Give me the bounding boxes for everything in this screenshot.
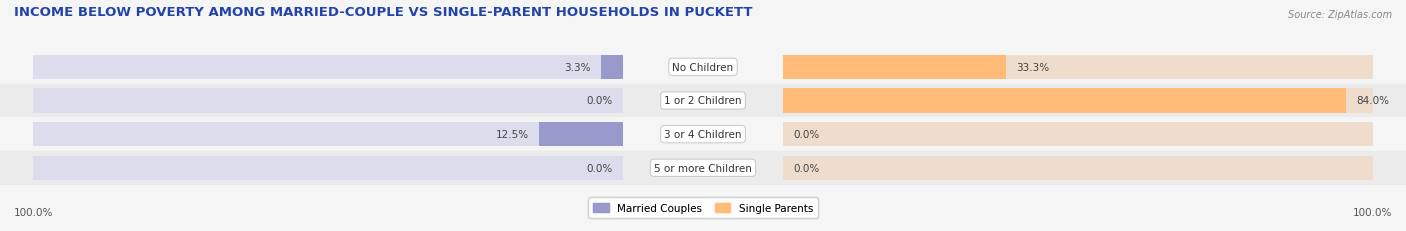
Text: 0.0%: 0.0% [793, 130, 820, 140]
Text: 100.0%: 100.0% [1353, 207, 1392, 218]
Text: 0.0%: 0.0% [793, 163, 820, 173]
Text: 0.0%: 0.0% [586, 96, 613, 106]
Text: 100.0%: 100.0% [14, 207, 53, 218]
Bar [538, 122, 623, 147]
Bar [783, 122, 1372, 147]
Text: 1 or 2 Children: 1 or 2 Children [664, 96, 742, 106]
Bar [600, 55, 623, 80]
Bar [0, 51, 1406, 84]
Text: 12.5%: 12.5% [496, 130, 529, 140]
Text: Source: ZipAtlas.com: Source: ZipAtlas.com [1288, 10, 1392, 20]
Bar [34, 55, 623, 80]
Bar [783, 89, 1346, 113]
Bar [0, 151, 1406, 185]
Bar [783, 55, 1007, 80]
Bar [783, 89, 1372, 113]
Text: No Children: No Children [672, 63, 734, 73]
Bar [783, 55, 1372, 80]
Bar [783, 156, 1372, 180]
Bar [34, 89, 623, 113]
Text: 84.0%: 84.0% [1355, 96, 1389, 106]
Text: 3.3%: 3.3% [564, 63, 591, 73]
Text: 5 or more Children: 5 or more Children [654, 163, 752, 173]
Legend: Married Couples, Single Parents: Married Couples, Single Parents [588, 198, 818, 218]
Bar [0, 84, 1406, 118]
Text: 3 or 4 Children: 3 or 4 Children [664, 130, 742, 140]
Text: 33.3%: 33.3% [1017, 63, 1049, 73]
Text: 0.0%: 0.0% [586, 163, 613, 173]
Bar [34, 122, 623, 147]
Bar [34, 156, 623, 180]
Bar [0, 118, 1406, 151]
Text: INCOME BELOW POVERTY AMONG MARRIED-COUPLE VS SINGLE-PARENT HOUSEHOLDS IN PUCKETT: INCOME BELOW POVERTY AMONG MARRIED-COUPL… [14, 6, 752, 19]
